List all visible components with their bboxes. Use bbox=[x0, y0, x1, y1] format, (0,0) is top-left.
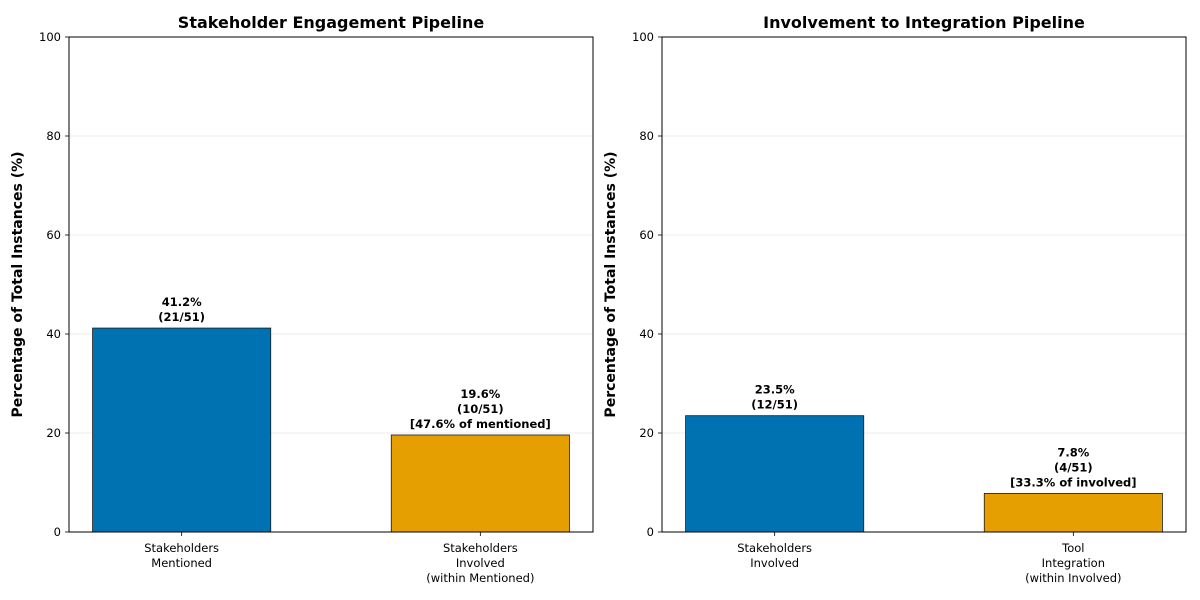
bar bbox=[390, 434, 570, 533]
chart-title: Involvement to Integration Pipeline bbox=[763, 13, 1085, 32]
bar bbox=[685, 415, 865, 533]
y-axis-label: Percentage of Total Instances (%) bbox=[603, 151, 619, 417]
bar bbox=[983, 492, 1163, 533]
axes-frame bbox=[661, 36, 1187, 533]
data-label: 41.2% (21/51) bbox=[158, 295, 205, 324]
y-tick-label: 20 bbox=[639, 426, 654, 440]
y-tick-label: 0 bbox=[647, 525, 654, 539]
y-tick-label: 80 bbox=[639, 129, 654, 143]
y-tick-label: 40 bbox=[46, 327, 61, 341]
axes-frame bbox=[68, 36, 594, 533]
y-tick-label: 100 bbox=[632, 30, 654, 44]
x-tick-label: Stakeholders Mentioned bbox=[144, 541, 219, 570]
y-tick-label: 100 bbox=[39, 30, 61, 44]
data-label: 7.8% (4/51) [33.3% of involved] bbox=[1010, 445, 1136, 489]
y-tick-label: 60 bbox=[639, 228, 654, 242]
y-tick-label: 40 bbox=[639, 327, 654, 341]
y-axis-label: Percentage of Total Instances (%) bbox=[10, 151, 26, 417]
x-tick-label: Stakeholders Involved (within Mentioned) bbox=[426, 541, 534, 585]
x-tick-label: Stakeholders Involved bbox=[737, 541, 812, 570]
y-tick-label: 60 bbox=[46, 228, 61, 242]
x-tick-label: Tool Integration (within Involved) bbox=[1025, 541, 1121, 585]
chart-panel-2: 23.5% (12/51) Stakeholders Involved 7.8% (4/5… bbox=[603, 13, 1187, 585]
bar bbox=[92, 327, 272, 533]
chart-panel-1: 41.2% (21/51) Stakeholders Mentioned 19.6% (1… bbox=[10, 13, 594, 585]
y-tick-label: 0 bbox=[54, 525, 61, 539]
chart-title: Stakeholder Engagement Pipeline bbox=[178, 13, 485, 32]
y-tick-label: 80 bbox=[46, 129, 61, 143]
y-tick-label: 20 bbox=[46, 426, 61, 440]
data-label: 23.5% (12/51) bbox=[751, 383, 798, 412]
data-label: 19.6% (10/51) [47.6% of mentioned] bbox=[410, 387, 551, 431]
